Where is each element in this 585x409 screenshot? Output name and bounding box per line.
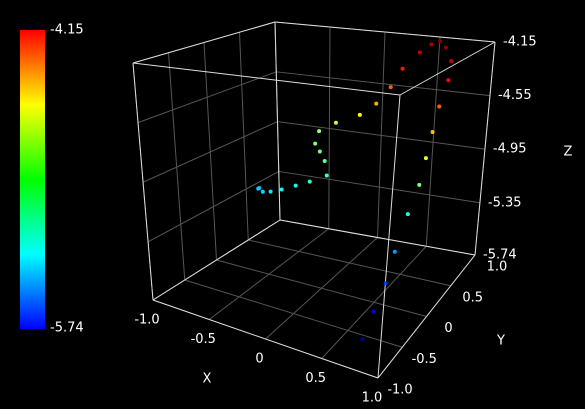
z-tick-label: -4.55 xyxy=(498,88,532,103)
point xyxy=(449,59,454,64)
point xyxy=(317,129,322,134)
point xyxy=(317,149,322,154)
y-tick-label: -0.5 xyxy=(412,352,437,367)
point xyxy=(374,101,379,106)
point xyxy=(383,281,388,286)
grid-line xyxy=(184,279,403,348)
point xyxy=(307,179,312,184)
grid-line xyxy=(276,71,491,97)
point xyxy=(438,39,443,44)
point xyxy=(392,249,397,254)
colorbar-min-label: -5.74 xyxy=(50,321,84,336)
point xyxy=(260,189,265,194)
point xyxy=(256,186,261,191)
cube-edge xyxy=(377,254,476,379)
x-tick-label: 1.0 xyxy=(362,391,383,406)
z-axis-label: Z xyxy=(564,145,573,160)
z-tick-label: -5.35 xyxy=(488,195,522,210)
point xyxy=(279,187,284,192)
point xyxy=(423,156,428,161)
y-tick-label: -1.0 xyxy=(387,383,412,398)
point xyxy=(324,173,329,178)
x-tick-label: 0 xyxy=(255,352,263,367)
x-tick-label: -1.0 xyxy=(134,313,159,328)
point xyxy=(437,104,442,109)
point xyxy=(405,212,410,217)
point xyxy=(429,42,434,47)
cube-edge xyxy=(132,21,276,64)
cube-edge xyxy=(274,21,281,221)
y-tick-label: 0.5 xyxy=(462,290,483,305)
grid-line xyxy=(203,42,217,261)
grid-line xyxy=(328,26,331,229)
point xyxy=(371,309,376,314)
grid-line xyxy=(168,52,186,281)
grid-line xyxy=(147,170,280,243)
grid-line xyxy=(137,71,277,124)
point xyxy=(293,183,298,188)
z-tick-label: -4.15 xyxy=(503,35,537,50)
point xyxy=(333,120,338,125)
colorbar xyxy=(20,30,45,329)
point xyxy=(357,112,362,117)
grid-line xyxy=(425,36,441,247)
cube-edge xyxy=(399,41,496,96)
point xyxy=(388,85,393,90)
point xyxy=(313,141,318,146)
grid-line xyxy=(377,31,386,238)
colorbar-max-label: -4.15 xyxy=(50,23,84,38)
cube-edge xyxy=(152,299,379,379)
cube-edge xyxy=(132,62,154,301)
point xyxy=(268,189,273,194)
point xyxy=(360,337,365,342)
grid-line xyxy=(248,239,451,287)
z-tick-label: -4.95 xyxy=(493,142,527,157)
cube-edge xyxy=(274,21,496,43)
point xyxy=(417,50,422,55)
y-tick-label: 1.0 xyxy=(487,260,508,275)
grid-line xyxy=(239,32,249,241)
x-tick-label: -0.5 xyxy=(191,332,216,347)
point xyxy=(322,159,327,164)
point xyxy=(400,66,405,71)
point xyxy=(417,182,422,187)
cube-edge xyxy=(279,219,476,256)
cube-edge xyxy=(152,219,281,301)
grid-line xyxy=(277,121,486,150)
grid-line xyxy=(142,121,278,183)
x-axis-label: X xyxy=(203,372,212,387)
point xyxy=(446,78,451,83)
point xyxy=(430,130,435,135)
y-axis-label: Y xyxy=(496,334,505,349)
point xyxy=(443,45,448,50)
grid-line xyxy=(278,170,480,204)
cube-edge xyxy=(377,94,401,379)
y-tick-label: 0 xyxy=(444,321,452,336)
cube-edge xyxy=(474,41,496,256)
grid-line xyxy=(216,259,427,317)
cube-edge xyxy=(132,62,401,96)
x-tick-label: 0.5 xyxy=(305,371,326,386)
z-tick-label: -5.74 xyxy=(483,248,517,263)
